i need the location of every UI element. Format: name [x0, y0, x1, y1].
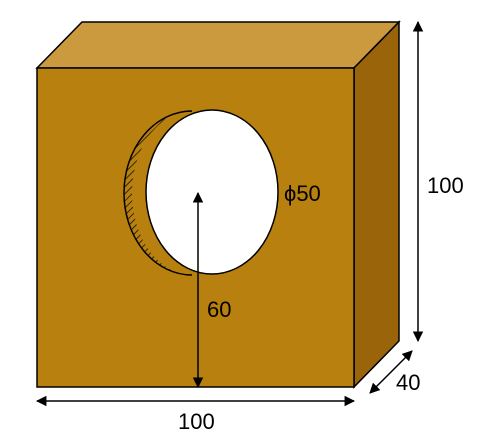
block-top-face: [35, 21, 401, 69]
hole-diameter-label: ϕ50: [284, 181, 321, 206]
block-side-face: [353, 20, 400, 389]
depth-label: 40: [396, 370, 420, 395]
through-hole: [145, 109, 279, 275]
hole-height-label: 60: [207, 297, 231, 322]
height-label: 100: [427, 173, 464, 198]
hole-inner-wall-outline: [123, 110, 193, 276]
depth-dimension-line: [369, 350, 413, 394]
width-label: 100: [178, 409, 215, 434]
